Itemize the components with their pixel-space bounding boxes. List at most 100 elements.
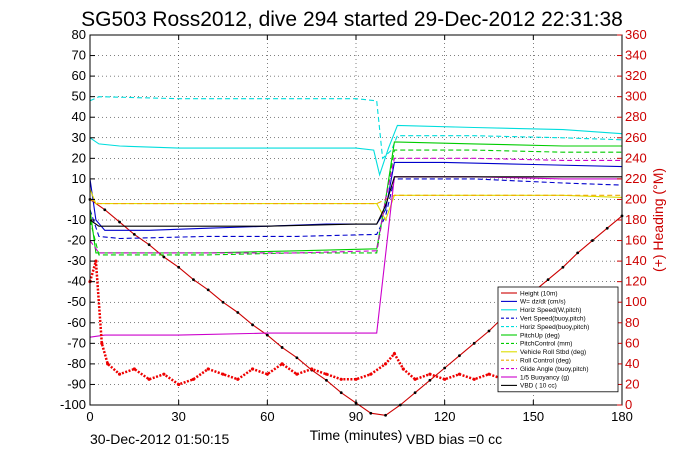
chart-title: SG503 Ross2012, dive 294 started 29-Dec-… — [81, 8, 623, 31]
y-right-tick-label: 200 — [625, 191, 647, 206]
series-line — [89, 124, 623, 177]
data-point — [472, 377, 476, 381]
data-point — [106, 362, 110, 366]
y-right-tick-label: 140 — [625, 253, 647, 268]
y-right-tick-label: 220 — [625, 171, 647, 186]
y-right-tick-label: 180 — [625, 212, 647, 227]
data-point — [324, 372, 329, 376]
data-point — [325, 378, 328, 382]
data-point — [191, 377, 196, 381]
series-line — [89, 178, 623, 240]
data-point — [561, 265, 565, 269]
data-point — [236, 311, 240, 314]
y-tick-label: -50 — [67, 294, 86, 309]
legend: Height (10m) W= dz/dt (cm/s)Horiz Speed(W… — [497, 286, 619, 393]
data-point — [428, 378, 432, 382]
series-line — [89, 176, 622, 227]
y-right-axis-label: (+) Heading (°M) — [650, 168, 666, 272]
data-point — [265, 372, 269, 376]
footer-timestamp: 30-Dec-2012 01:50:15 — [90, 431, 230, 447]
data-point — [443, 366, 447, 370]
series-line — [89, 96, 623, 160]
legend-entry: Vert Speed(buoy,pitch) — [520, 316, 586, 323]
data-point — [310, 367, 314, 371]
data-point — [94, 259, 98, 263]
footer-vbd-bias: VBD bias =0 cc — [406, 431, 502, 447]
series-line — [89, 157, 622, 254]
series-2 — [89, 124, 623, 177]
series-1 — [89, 161, 623, 231]
data-point — [177, 382, 181, 387]
y-tick-label: 50 — [72, 89, 86, 104]
data-point — [250, 367, 255, 371]
legend-entry: Horiz Speed(W,pitch) — [520, 307, 581, 314]
y-right-tick-label: 20 — [625, 376, 639, 391]
series-8 — [89, 194, 622, 205]
data-point — [206, 288, 210, 292]
y-right-tick-label: 0 — [625, 397, 632, 412]
y-tick-label: -100 — [60, 397, 86, 412]
x-tick-label: 180 — [611, 409, 633, 424]
data-point — [591, 239, 594, 242]
data-point — [413, 377, 417, 381]
y-tick-label: 70 — [72, 48, 86, 63]
data-point — [162, 372, 166, 376]
legend-entry: Roll Control (deg) — [520, 358, 571, 365]
data-point — [162, 255, 166, 259]
data-point — [100, 341, 104, 345]
series-9 — [89, 157, 622, 254]
x-tick-label: 90 — [349, 409, 363, 424]
y-right-tick-label: 300 — [625, 89, 647, 104]
data-point — [487, 329, 491, 333]
y-tick-label: 80 — [72, 27, 86, 42]
legend-entry: 1/5 Buoyancy (g) — [520, 374, 569, 381]
data-point — [369, 372, 373, 376]
data-point — [118, 220, 121, 224]
data-point — [147, 377, 151, 381]
series-6 — [89, 149, 622, 256]
data-point — [117, 372, 122, 376]
data-point — [487, 372, 491, 376]
legend-entry: Horiz Speed(buoy,pitch) — [520, 324, 589, 331]
data-point — [428, 372, 432, 376]
y-right-tick-label: 360 — [625, 27, 647, 42]
data-point — [295, 356, 299, 360]
data-point — [576, 251, 580, 255]
data-point — [457, 372, 462, 376]
data-point — [472, 341, 476, 345]
x-axis-label: Time (minutes) — [310, 427, 403, 443]
y-tick-label: 10 — [72, 171, 86, 186]
data-point — [132, 232, 136, 236]
legend-entry: Glide Angle (buoy,pitch) — [520, 366, 589, 373]
legend-box — [497, 286, 619, 393]
y-tick-label: 0 — [79, 191, 86, 206]
series-3 — [89, 178, 623, 240]
y-tick-label: -70 — [67, 335, 86, 350]
data-point — [605, 226, 609, 230]
data-point — [177, 265, 181, 269]
data-point — [401, 367, 405, 371]
y-right-tick-label: 40 — [625, 356, 639, 371]
data-point — [280, 362, 284, 366]
data-point — [546, 278, 550, 282]
y-right-tick-label: 260 — [625, 130, 647, 145]
legend-entry: VBD ( 10 cc) — [520, 383, 557, 390]
data-point — [103, 208, 107, 212]
legend-entry: W= dz/dt (cm/s) — [520, 299, 566, 306]
series-line — [89, 176, 622, 338]
data-point — [339, 391, 343, 395]
y-tick-label: -10 — [67, 212, 86, 227]
legend-entry: Vehicle Roll Stbd (deg) — [520, 349, 586, 356]
y-right-tick-label: 80 — [625, 315, 639, 330]
data-point — [392, 352, 397, 356]
x-tick-label: 120 — [434, 409, 456, 424]
data-point — [147, 243, 151, 247]
y-right-tick-label: 240 — [625, 150, 647, 165]
legend-entry: PitchControl (mm) — [520, 341, 572, 348]
ticks: 0 30 60 90 120 150 180-100-90-80-70-60-50-40-3… — [60, 27, 647, 424]
x-tick-label: 60 — [260, 409, 274, 424]
y-right-tick-label: 100 — [625, 294, 647, 309]
series-line — [89, 161, 623, 231]
